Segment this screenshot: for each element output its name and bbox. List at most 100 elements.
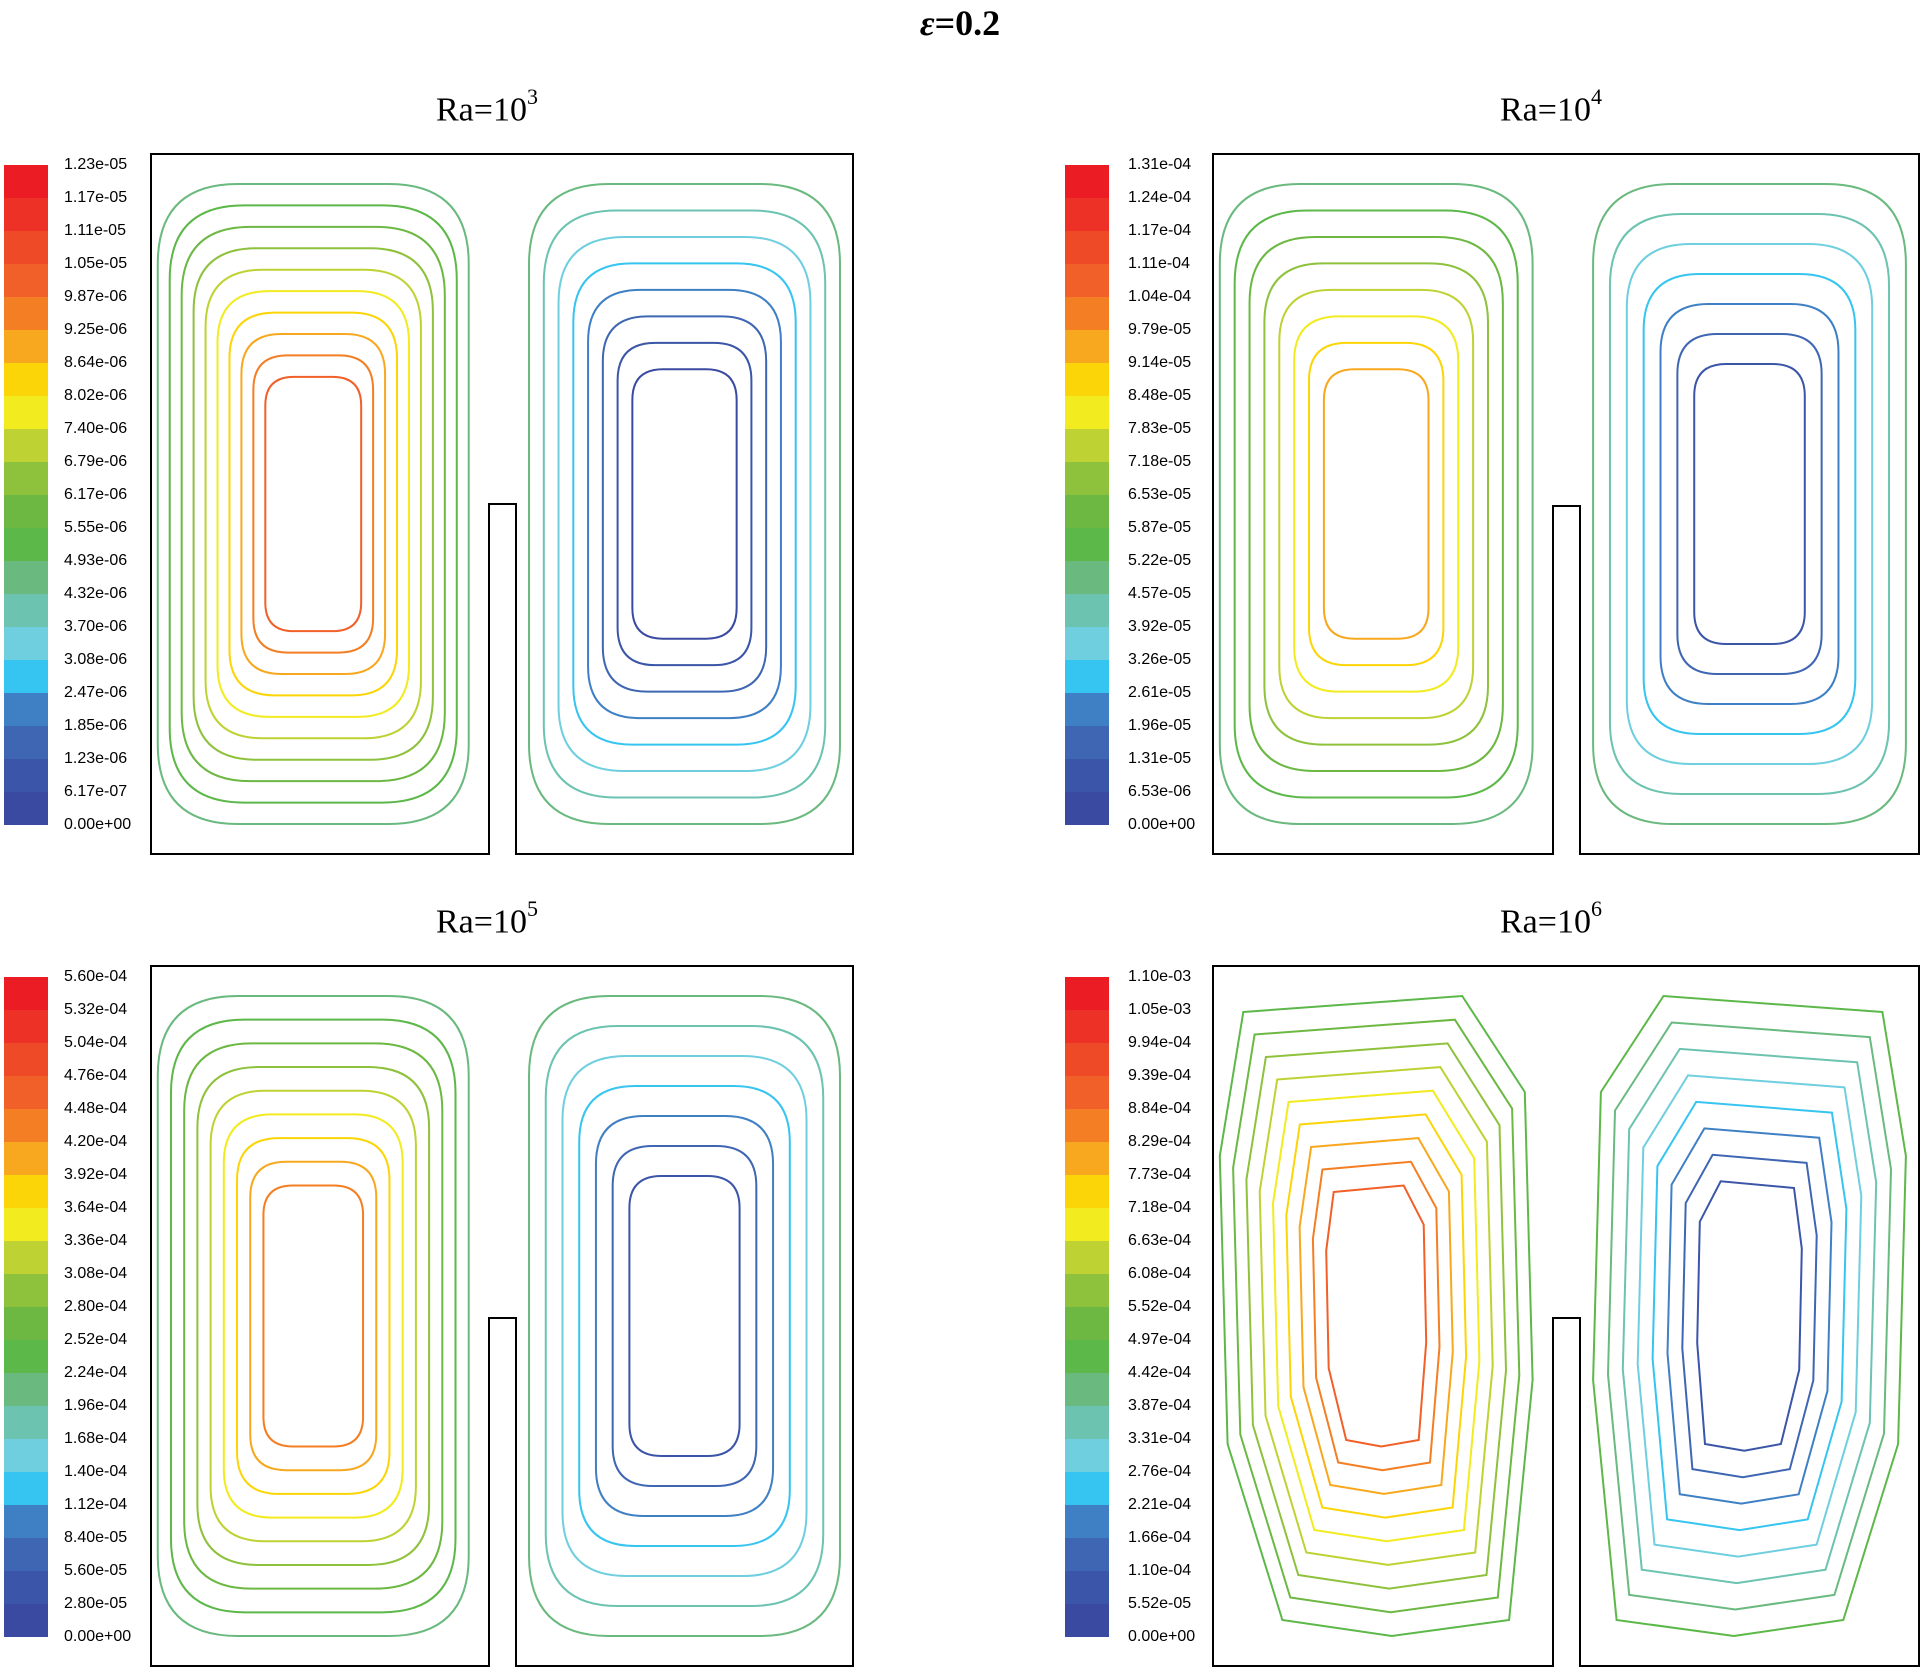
colorbar-tick-label: 4.76e-04 [64,1067,128,1084]
colorbar-tick-label: 8.48e-05 [1128,387,1192,404]
title-value: =0.2 [934,3,1001,43]
contour-line [587,288,782,720]
colorbar-swatch [1065,528,1109,561]
colorbar-swatch [1065,1241,1109,1274]
colorbar-swatch [4,198,48,231]
panel-title-exponent: 4 [1590,84,1602,109]
colorbar-swatch [4,977,48,1010]
colorbar-swatch [1065,363,1109,396]
contour-line [1625,243,1874,765]
contour-line [1308,341,1445,667]
colorbar-swatch [1065,1373,1109,1406]
colorbar-tick-label: 7.83e-05 [1128,420,1192,437]
colorbar-tick-label: 3.92e-05 [1128,618,1192,635]
colorbar-swatch [1065,165,1109,198]
domain-outline [1212,153,1920,855]
contour-line [1592,994,1907,1638]
colorbar [1065,977,1109,1637]
colorbar-tick-label: 1.96e-05 [1128,717,1192,734]
contour-line [542,209,827,799]
colorbar-tick-label: 0.00e+00 [1128,1628,1196,1645]
colorbar-swatch [1065,1472,1109,1505]
contour-line [204,268,422,740]
colorbar-tick-label: 6.63e-04 [1128,1232,1192,1249]
contour-line [252,354,375,654]
colorbar-swatch [4,165,48,198]
colorbar-tick-label: 1.24e-04 [1128,189,1192,206]
panel-ra-1e5: Ra=105 5.60e-04 5.32e-04 5.04e-04 4.76e-04 4… [0,812,960,1667]
colorbar-swatch [1065,693,1109,726]
colorbar-swatch [1065,660,1109,693]
contour-line [240,333,387,675]
colorbar-tick-label: 1.11e-05 [64,222,126,239]
colorbar-swatch [4,1373,48,1406]
domain-outline [1212,965,1920,1667]
contour-line [156,995,470,1637]
colorbar-tick-label: 7.40e-06 [64,420,128,437]
contour-line [1258,1066,1494,1566]
colorbar-swatch [1065,1274,1109,1307]
contour-line [168,204,458,804]
colorbar-tick-label: 3.08e-06 [64,651,128,668]
colorbar-tick-label: 3.31e-04 [1128,1430,1192,1447]
colorbar-swatch [4,1538,48,1571]
colorbar-swatch [1065,1142,1109,1175]
colorbar [1065,165,1109,825]
colorbar-tick-label: 2.80e-05 [64,1595,128,1612]
colorbar-tick-label: 1.10e-04 [1128,1562,1192,1579]
colorbar-tick-label: 1.11e-04 [1128,255,1190,272]
colorbar-swatch [4,726,48,759]
colorbar-swatch [4,330,48,363]
colorbar-tick-label: 5.60e-05 [64,1562,128,1579]
colorbar-swatch [1065,594,1109,627]
colorbar-swatch [4,1175,48,1208]
colorbar-swatch [4,264,48,297]
colorbar-tick-label: 7.18e-04 [1128,1199,1192,1216]
colorbar-swatch [1065,495,1109,528]
colorbar-tick-label: 0.00e+00 [1128,816,1196,833]
colorbar-tick-label: 1.31e-05 [1128,750,1192,767]
colorbar-tick-label: 5.87e-05 [1128,519,1192,536]
contour-line [1676,333,1823,675]
contour-line [572,262,797,746]
contour-line [1293,315,1460,693]
colorbar-swatch [1065,1439,1109,1472]
contour-line [196,1066,431,1566]
colorbar-tick-label: 0.00e+00 [64,1628,132,1645]
colorbar-tick-label: 2.80e-04 [64,1298,128,1315]
contour-line [1245,1042,1508,1590]
contour-line [264,375,363,633]
colorbar-tick-label: 6.17e-07 [64,783,128,800]
colorbar-swatch [4,660,48,693]
colorbar-tick-label: 5.32e-04 [64,1001,128,1018]
colorbar-labels: 1.10e-03 1.05e-03 9.94e-04 9.39e-04 8.84e-04… [1128,969,1195,1662]
contour-line [1606,1021,1893,1611]
contour-plot [1212,965,1920,1667]
contour-line [1325,1184,1428,1448]
colorbar [4,977,48,1637]
contour-line [183,1042,444,1590]
panel-title-base: Ra=10 [1500,903,1591,941]
colorbar-swatch [1065,1010,1109,1043]
contour-line [528,183,841,825]
colorbar-swatch [1065,1076,1109,1109]
contour-line [561,1055,808,1577]
panel-ra-1e3: Ra=103 1.23e-05 1.17e-05 1.11e-05 1.05e-05 9… [0,0,960,855]
colorbar-swatch [1065,1604,1109,1637]
colorbar-labels: 1.31e-04 1.24e-04 1.17e-04 1.11e-04 1.04e-04… [1128,157,1195,850]
colorbar-swatch [4,1472,48,1505]
colorbar-tick-label: 4.93e-06 [64,552,128,569]
colorbar-tick-label: 6.53e-05 [1128,486,1192,503]
contour-line [1592,183,1907,825]
colorbar-swatch [1065,429,1109,462]
colorbar-tick-label: 1.96e-04 [64,1397,128,1414]
panel-ra-1e4: Ra=104 1.31e-04 1.24e-04 1.17e-04 1.11e-04 1… [960,0,1920,855]
colorbar-swatch [4,528,48,561]
colorbar-swatch [1065,726,1109,759]
colorbar-swatch [4,759,48,792]
colorbar-swatch [1065,330,1109,363]
contour-line [1322,368,1430,640]
colorbar-swatch [4,1241,48,1274]
colorbar-tick-label: 1.23e-06 [64,750,128,767]
contour-line [180,225,446,783]
